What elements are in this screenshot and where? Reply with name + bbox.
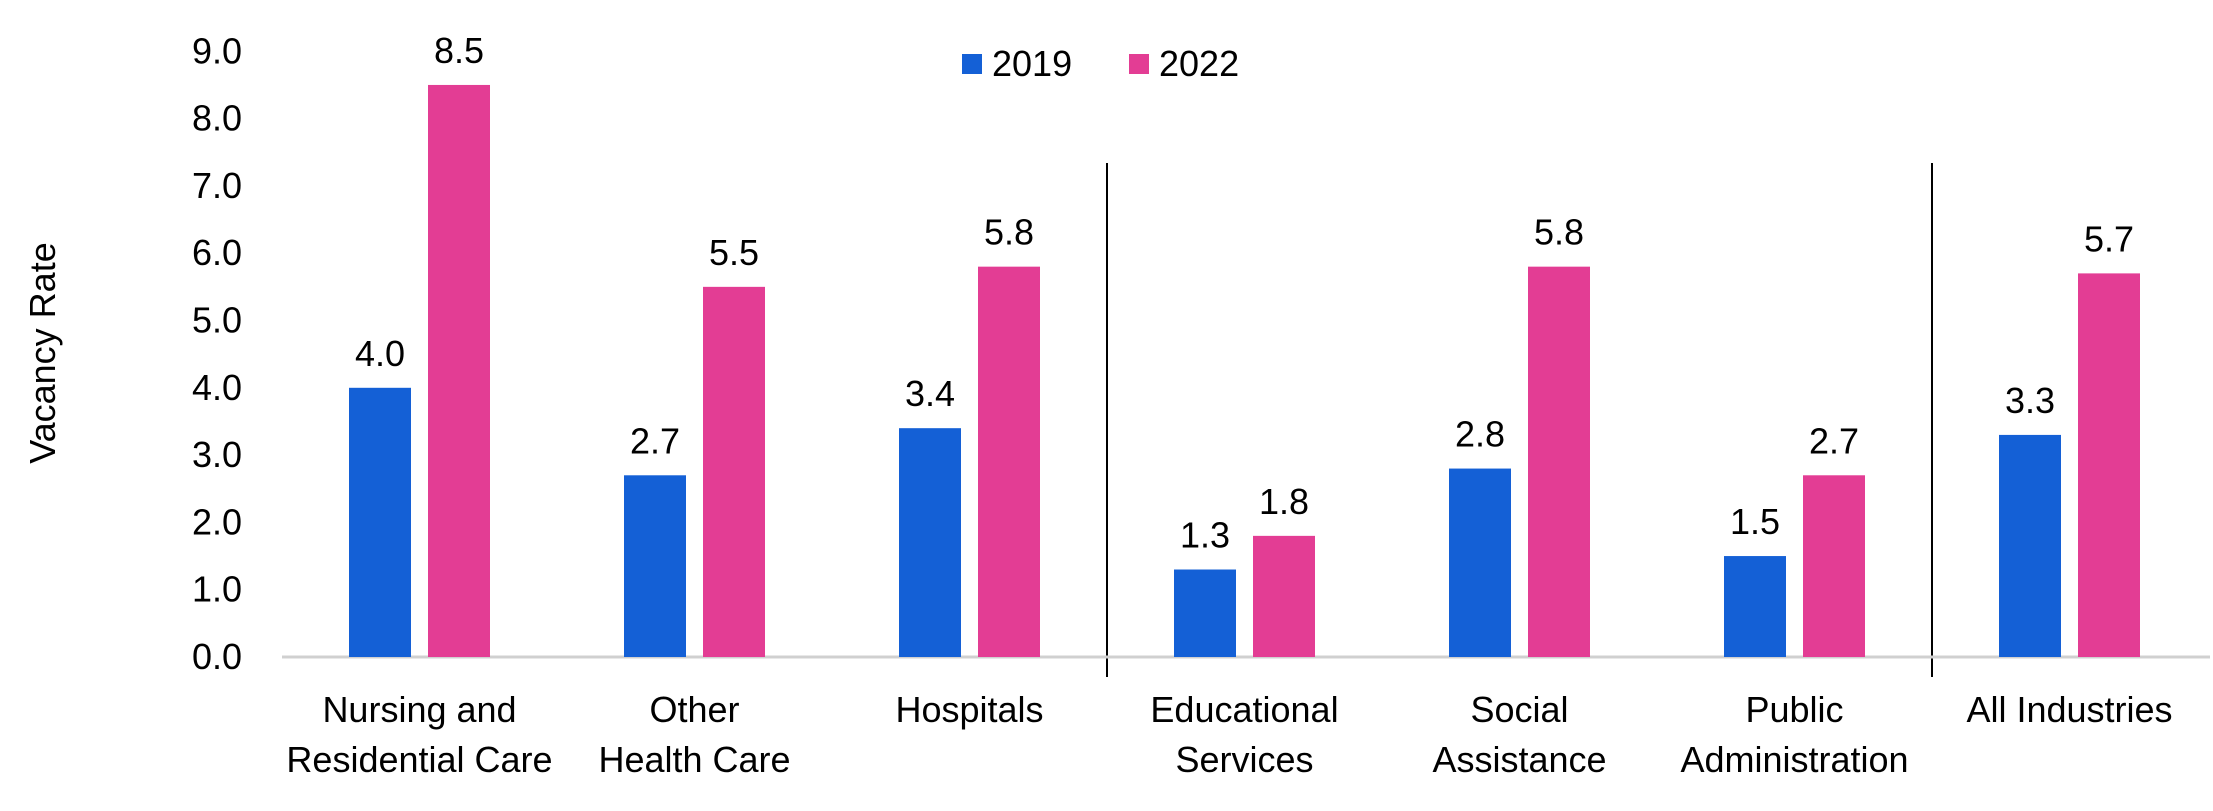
legend-label: 2022 <box>1159 43 1239 84</box>
x-category-label-line: Residential Care <box>286 739 552 780</box>
y-tick-label: 2.0 <box>192 501 242 542</box>
x-category-label: Social Assistance <box>1432 689 1606 780</box>
y-axis-title: Vacancy Rate <box>22 242 63 463</box>
x-category-label-line: Social <box>1470 689 1568 730</box>
x-category-label-line: Administration <box>1680 739 1908 780</box>
x-category-label-line: Other <box>649 689 739 730</box>
y-tick-label: 6.0 <box>192 232 242 273</box>
bar-2022 <box>2078 273 2140 657</box>
legend-label: 2019 <box>992 43 1072 84</box>
x-category-label: All Industries <box>1966 689 2172 730</box>
x-category-label: Nursing and Residential Care <box>286 689 552 780</box>
y-tick-label: 3.0 <box>192 434 242 475</box>
bar-value-label: 5.8 <box>1534 212 1584 253</box>
y-tick-label: 8.0 <box>192 98 242 139</box>
x-category-label-line: Educational <box>1150 689 1338 730</box>
group-separators <box>1106 163 1933 677</box>
bars <box>349 84 2140 657</box>
x-category-label-line: Nursing and <box>322 689 516 730</box>
bar-value-label: 2.8 <box>1455 414 1505 455</box>
y-tick-label: 4.0 <box>192 367 242 408</box>
x-axis-category-labels: Nursing and Residential Care Other Health C… <box>286 689 2172 780</box>
legend-swatch-2019 <box>962 54 982 74</box>
y-tick-label: 7.0 <box>192 165 242 206</box>
bar-value-label: 1.5 <box>1730 501 1780 542</box>
bar-2019 <box>349 387 411 657</box>
bar-value-label: 3.3 <box>2005 380 2055 421</box>
y-tick-label: 1.0 <box>192 569 242 610</box>
legend: 2019 2022 <box>962 43 1239 84</box>
y-tick-label: 9.0 <box>192 30 242 71</box>
bar-2019 <box>624 475 686 657</box>
bar-2019 <box>899 428 961 657</box>
x-category-label: Educational Services <box>1150 689 1338 780</box>
bar-2019 <box>1724 556 1786 657</box>
bar-value-label: 1.3 <box>1180 515 1230 556</box>
bar-2019 <box>1449 468 1511 657</box>
y-axis-ticks: 0.0 1.0 2.0 3.0 4.0 5.0 6.0 7.0 8.0 9.0 <box>192 30 242 677</box>
bar-2019 <box>1999 434 2061 657</box>
y-tick-label: 0.0 <box>192 636 242 677</box>
bar-2022 <box>1803 475 1865 657</box>
legend-swatch-2022 <box>1129 54 1149 74</box>
x-category-label-line: Hospitals <box>895 689 1043 730</box>
bar-value-label: 8.5 <box>434 30 484 71</box>
bar-2019 <box>1174 569 1236 657</box>
x-category-label: Public Administration <box>1680 689 1908 780</box>
x-category-label: Other Health Care <box>598 689 790 780</box>
bar-2022 <box>703 286 765 657</box>
bar-2022 <box>978 266 1040 657</box>
y-tick-label: 5.0 <box>192 300 242 341</box>
bar-value-label: 2.7 <box>1809 420 1859 461</box>
bar-value-label: 5.7 <box>2084 218 2134 259</box>
bar-value-label: 3.4 <box>905 373 955 414</box>
x-category-label: Hospitals <box>895 689 1043 730</box>
bar-value-label: 5.8 <box>984 212 1034 253</box>
bar-2022 <box>1528 266 1590 657</box>
bar-2022 <box>1253 535 1315 657</box>
bar-value-label: 5.5 <box>709 232 759 273</box>
bar-value-labels: 4.0 8.5 2.7 5.5 3.4 5.8 1.3 1.8 2.8 5.8 1.5 2.7 3.3 5… <box>355 30 2134 556</box>
x-category-label-line: Assistance <box>1432 739 1606 780</box>
bar-value-label: 4.0 <box>355 333 405 374</box>
bar-2022 <box>428 84 490 657</box>
x-category-label-line: Services <box>1175 739 1313 780</box>
bar-value-label: 1.8 <box>1259 481 1309 522</box>
x-category-label-line: Public <box>1745 689 1843 730</box>
bar-value-label: 2.7 <box>630 420 680 461</box>
x-category-label-line: All Industries <box>1966 689 2172 730</box>
x-category-label-line: Health Care <box>598 739 790 780</box>
